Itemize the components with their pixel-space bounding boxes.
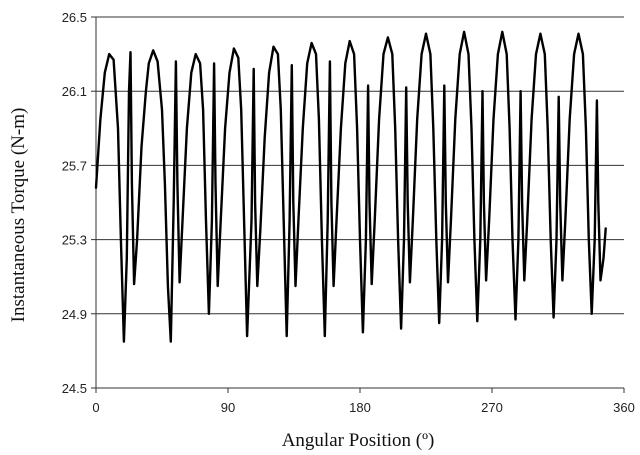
plot-frame — [91, 16, 625, 393]
y-tick-label: 25.3 — [62, 233, 87, 248]
y-tick-label: 24.9 — [62, 307, 87, 322]
x-axis-label: Angular Position (º) — [282, 430, 435, 451]
x-tick-label: 0 — [92, 400, 99, 415]
series-group — [94, 30, 607, 343]
torque-series-line — [94, 30, 607, 343]
x-tick-labels: 0 90 180 270 360 — [92, 400, 634, 415]
y-tick-label: 26.5 — [62, 10, 87, 25]
y-tick-label: 26.1 — [62, 84, 87, 99]
y-tick-labels: 24.5 24.9 25.3 25.7 26.1 26.5 — [62, 10, 87, 396]
y-tick-label: 24.5 — [62, 381, 87, 396]
x-tick-label: 360 — [613, 400, 635, 415]
y-axis-label: Instantaneous Torque (N-m) — [8, 108, 29, 323]
x-tick-label: 180 — [349, 400, 371, 415]
x-tick-label: 270 — [481, 400, 503, 415]
y-tick-label: 25.7 — [62, 158, 87, 173]
x-tick-label: 90 — [221, 400, 235, 415]
